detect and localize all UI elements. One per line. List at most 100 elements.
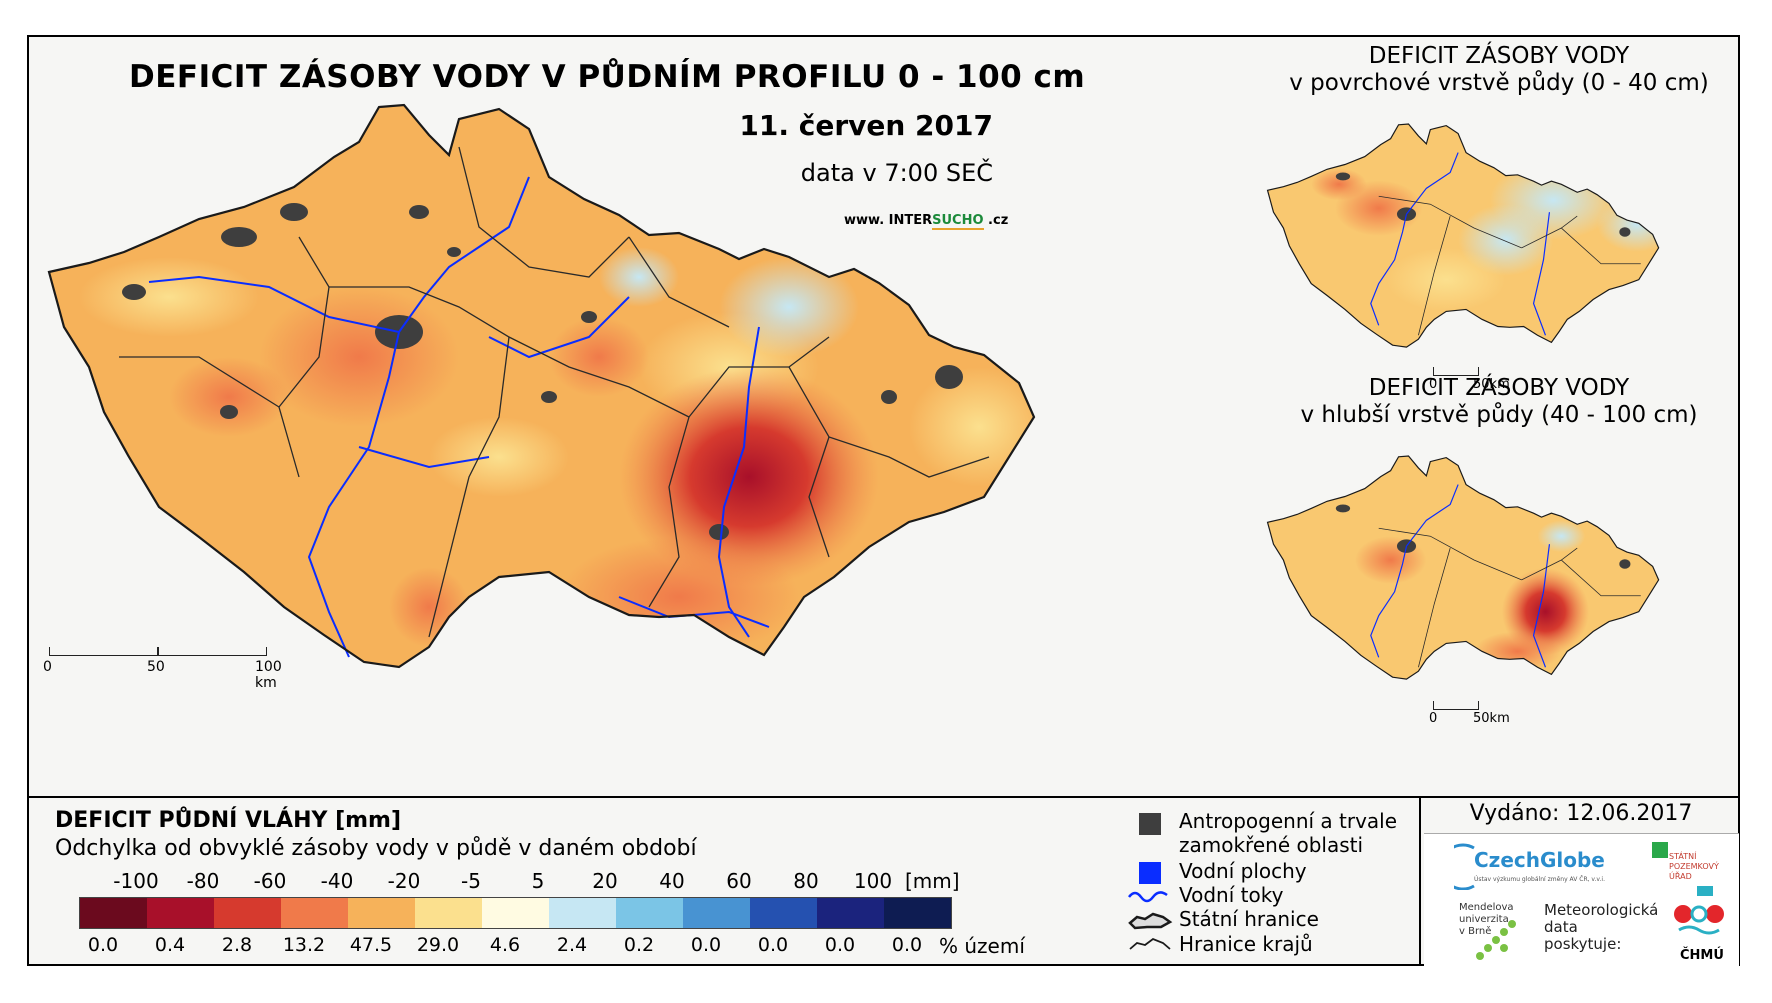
legend-swatch [281,898,348,928]
map-area: DEFICIT ZÁSOBY VODY V PŮDNÍM PROFILU 0 -… [29,37,1738,796]
legend-divider [29,796,1738,798]
inset-bottom-map [1266,455,1660,680]
map-date: 11. červen 2017 [739,109,993,142]
legend-pct: 29.0 [416,934,460,956]
scale-label-50: 50 [147,659,165,675]
mendel-line1: Mendelova [1459,902,1514,913]
spu-line3: ÚŘAD [1669,872,1692,881]
legend-pct: 2.8 [221,934,253,956]
legend-pct: 0.0 [891,934,923,956]
legend-unit-mm: [mm] [905,869,960,893]
legend-pct: 0.4 [154,934,186,956]
legend-tick: 80 [793,869,819,893]
issued-divider [1419,796,1421,966]
czechglobe-subtitle: Ústav výzkumu globální změny AV ČR, v.v.… [1474,876,1605,883]
website-label: www. INTERSUCHO .cz [844,213,1008,230]
legend-subtitle: Odchylka od obvyklé zásoby vody v půdě v… [55,836,697,861]
meteo-data-label: Meteorologická data poskytuje: [1544,902,1658,953]
inset-top-scale-bar: 0 50km [1429,367,1529,397]
water-body-symbol [1139,862,1161,884]
legend-tick: 20 [592,869,618,893]
inset-top-line1: DEFICIT ZÁSOBY VODY [1368,43,1630,69]
inset-bottom-scale-bar: 0 50km [1429,701,1529,731]
legend-pct: 0.0 [690,934,722,956]
urban-line1: Antropogenní a trvale [1179,809,1398,833]
issued-date: Vydáno: 12.06.2017 [1469,801,1693,826]
region-border-label: Hranice krajů [1179,932,1313,956]
legend-swatch [80,898,147,928]
inset-bottom-scale-50: 50km [1473,711,1510,726]
legend-swatch [415,898,482,928]
legend-swatch [214,898,281,928]
spu-line2: POZEMKOVÝ [1669,862,1719,871]
spu-logo: STÁTNÍ POZEMKOVÝ ÚŘAD [1669,852,1719,882]
legend-unit-pct: % území [939,934,1025,958]
scale-label-100: 100 km [255,659,282,691]
czechglobe-logo-icon [1454,843,1475,890]
legend-pct: 4.6 [489,934,521,956]
urban-line2: zamokřené oblasti [1179,833,1364,857]
state-border-symbol [1128,912,1173,930]
meteo-line3: poskytuje: [1544,935,1622,953]
legend-ticks: -100 -80 -60 -40 -20 -5 5 20 40 60 80 10… [79,869,969,895]
legend-swatch [683,898,750,928]
meteo-line2: data [1544,918,1578,936]
urban-area-symbol [1139,813,1161,835]
web-prefix: www. INTER [844,213,933,228]
legend-swatch [348,898,415,928]
legend-swatch [817,898,884,928]
legend-swatch [750,898,817,928]
inset-top-scale-50: 50km [1473,377,1510,392]
chmu-logo: ČHMÚ [1680,948,1724,963]
czechglobe-logo: CzechGlobe [1474,848,1605,872]
inset-bottom-title: DEFICIT ZÁSOBY VODY v hlubší vrstvě půdy… [1229,375,1769,429]
inset-top-line2: v povrchové vrstvě půdy (0 - 40 cm) [1289,70,1709,96]
legend-tick: -80 [186,869,220,893]
legend-pct: 0.0 [824,934,856,956]
legend-swatch [549,898,616,928]
inset-top-map [1266,123,1660,348]
legend-pct: 0.2 [623,934,655,956]
legend-percentages: 0.0 0.4 2.8 13.2 47.5 29.0 4.6 2.4 0.2 0… [79,934,1039,960]
legend-pct: 0.0 [757,934,789,956]
urban-area-label: Antropogenní a trvale zamokřené oblasti [1179,809,1397,857]
inset-bottom-line1: DEFICIT ZÁSOBY VODY [1368,375,1630,401]
legend-pct: 0.0 [87,934,119,956]
state-border-label: Státní hranice [1179,907,1319,931]
legend-swatch [884,898,951,928]
inset-top-title: DEFICIT ZÁSOBY VODY v povrchové vrstvě p… [1229,43,1769,97]
map-frame: DEFICIT ZÁSOBY VODY V PŮDNÍM PROFILU 0 -… [27,35,1740,966]
mendel-logo: Mendelova univerzita v Brně [1459,902,1514,938]
region-border-symbol [1129,937,1171,950]
legend-tick: 40 [659,869,685,893]
legend-pct: 13.2 [282,934,326,956]
inset-top-scale-0: 0 [1429,377,1438,392]
web-highlight: SUCHO [932,213,984,230]
inset-bottom-line2: v hlubší vrstvě půdy (40 - 100 cm) [1300,402,1698,428]
map-title: DEFICIT ZÁSOBY VODY V PŮDNÍM PROFILU 0 -… [129,59,1086,95]
inset-bottom-scale-0: 0 [1429,711,1438,726]
logos-panel: CzechGlobe Ústav výzkumu globální změny … [1424,833,1739,966]
river-symbol [1128,891,1168,903]
legend-tick: 100 [853,869,893,893]
meteo-line1: Meteorologická [1544,901,1659,919]
legend-tick: -40 [320,869,354,893]
legend-tick: -20 [387,869,421,893]
legend-color-bar [79,897,952,929]
mendel-dots-icon [1476,920,1516,960]
chmu-logo-icon [1674,886,1724,935]
legend-tick: -60 [253,869,287,893]
water-body-label: Vodní plochy [1179,859,1307,883]
scale-label-0: 0 [43,659,52,675]
river-label: Vodní toky [1179,883,1284,907]
main-map [47,103,1036,669]
main-scale-bar: 0 50 100 km [43,647,303,691]
legend-tick: -5 [461,869,481,893]
legend-swatch [147,898,214,928]
legend-title: DEFICIT PŮDNÍ VLÁHY [mm] [55,808,402,833]
legend-tick: -100 [113,869,159,893]
legend-swatch [616,898,683,928]
legend-swatch [482,898,549,928]
map-time: data v 7:00 SEČ [800,159,993,187]
mendel-line3: v Brně [1459,926,1492,937]
